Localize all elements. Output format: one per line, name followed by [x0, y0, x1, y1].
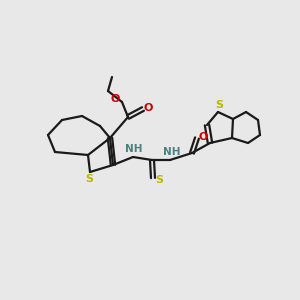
Text: O: O [110, 94, 120, 104]
Text: S: S [85, 174, 93, 184]
Text: O: O [143, 103, 153, 113]
Text: S: S [215, 100, 223, 110]
Text: S: S [155, 175, 163, 185]
Text: NH: NH [163, 147, 181, 157]
Text: NH: NH [125, 144, 143, 154]
Text: O: O [198, 132, 208, 142]
